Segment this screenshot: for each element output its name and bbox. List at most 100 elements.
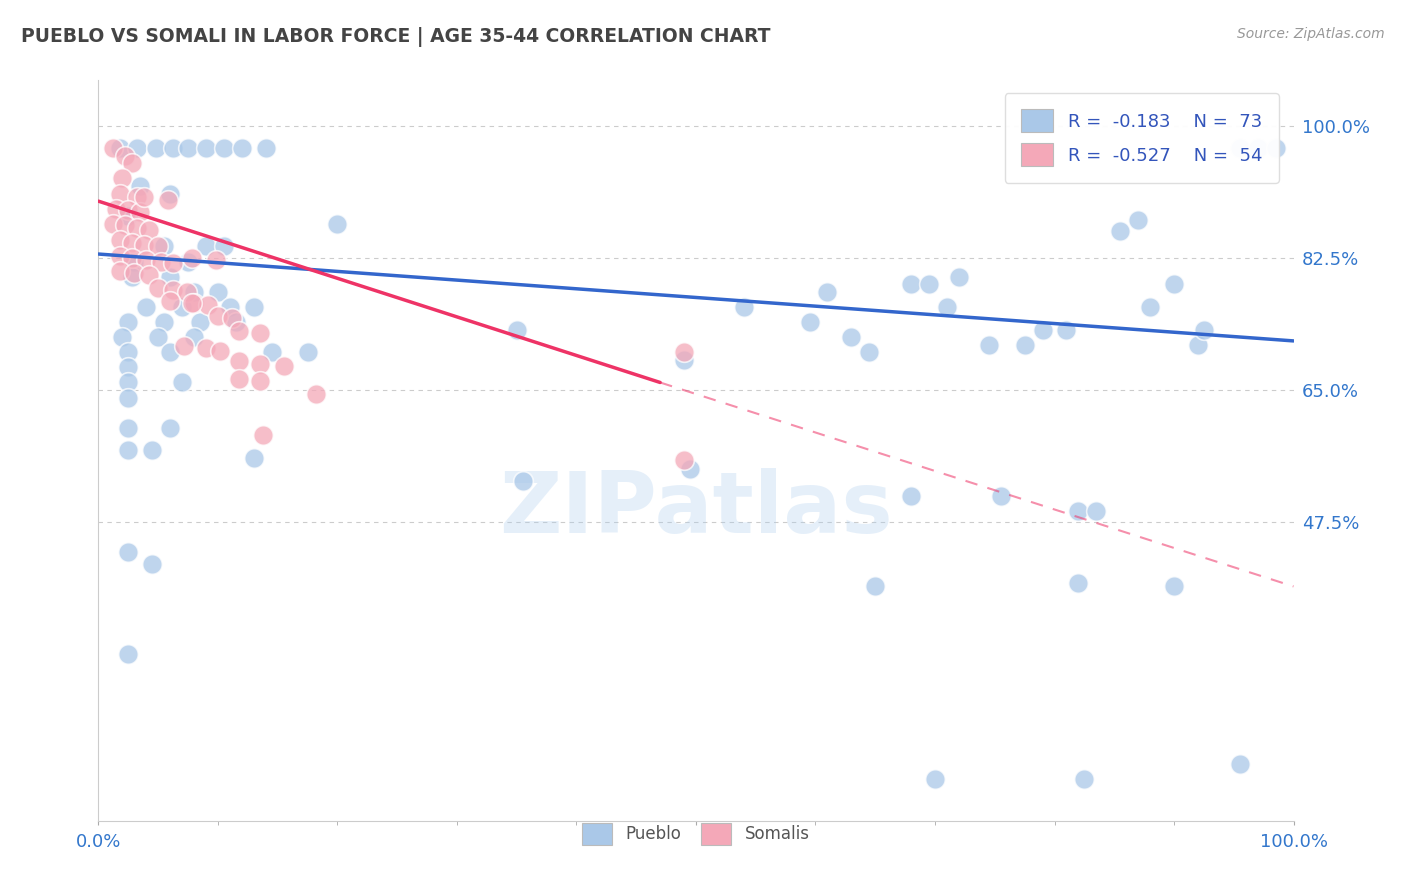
Point (1085, 504, 1108, 518)
Point (1163, 579, 1185, 593)
Point (173, 339, 195, 353)
Point (673, 345, 696, 359)
Point (117, 648, 139, 662)
Point (212, 239, 235, 253)
Point (207, 285, 229, 299)
Point (148, 330, 170, 344)
Point (141, 557, 163, 571)
Point (865, 579, 887, 593)
Point (121, 156, 143, 170)
Point (228, 372, 250, 386)
Point (135, 300, 157, 314)
Point (114, 219, 136, 233)
Point (108, 141, 131, 155)
Point (125, 220, 148, 235)
Point (297, 345, 319, 359)
Text: ZIPatlas: ZIPatlas (499, 468, 893, 551)
Point (305, 386, 328, 401)
Point (1067, 575, 1090, 590)
Point (858, 345, 880, 359)
Point (117, 209, 139, 223)
Point (225, 315, 247, 329)
Point (1067, 504, 1090, 518)
Point (132, 190, 155, 204)
Point (1187, 337, 1209, 351)
Point (260, 345, 283, 359)
Point (156, 193, 179, 207)
Point (129, 179, 152, 194)
Point (209, 343, 232, 358)
Point (149, 254, 172, 268)
Point (159, 186, 181, 201)
Point (108, 248, 131, 262)
Point (219, 300, 242, 314)
Point (212, 141, 235, 155)
Point (180, 251, 202, 265)
Legend: Pueblo, Somalis: Pueblo, Somalis (574, 815, 818, 853)
Point (1229, 141, 1251, 155)
Point (176, 285, 198, 299)
Point (990, 489, 1012, 503)
Point (135, 253, 157, 268)
Point (249, 374, 271, 388)
Point (841, 330, 863, 344)
Point (101, 141, 124, 155)
Point (105, 202, 128, 216)
Point (117, 345, 139, 359)
Point (121, 235, 143, 250)
Point (129, 205, 152, 219)
Point (815, 285, 838, 299)
Point (117, 360, 139, 375)
Point (228, 354, 250, 368)
Point (132, 238, 155, 252)
Point (162, 283, 184, 297)
Point (243, 450, 266, 465)
Point (101, 217, 124, 231)
Point (148, 281, 170, 295)
Point (249, 357, 271, 371)
Point (172, 300, 194, 314)
Point (121, 251, 143, 265)
Point (108, 263, 131, 277)
Point (159, 421, 181, 435)
Point (177, 254, 200, 268)
Point (180, 296, 202, 310)
Point (1247, 141, 1270, 155)
Point (673, 452, 696, 467)
Point (111, 171, 134, 186)
Point (221, 311, 243, 326)
Point (1163, 277, 1185, 292)
Point (183, 296, 205, 310)
Point (117, 443, 139, 458)
Point (195, 342, 218, 356)
Point (108, 186, 131, 201)
Point (117, 421, 139, 435)
Point (1264, 141, 1286, 155)
Point (204, 253, 226, 268)
Point (159, 269, 181, 284)
Point (900, 489, 922, 503)
Point (1139, 300, 1161, 314)
Point (1014, 337, 1036, 351)
Point (125, 190, 148, 204)
Point (141, 443, 163, 458)
Point (172, 376, 194, 390)
Point (145, 141, 167, 155)
Point (117, 545, 139, 559)
Point (673, 352, 696, 367)
Point (183, 330, 205, 344)
Point (117, 391, 139, 405)
Point (977, 337, 1000, 351)
Point (114, 149, 136, 163)
Point (148, 239, 170, 253)
Point (249, 326, 271, 341)
Point (243, 300, 266, 314)
Point (124, 254, 146, 268)
Point (207, 309, 229, 323)
Point (138, 268, 160, 283)
Point (162, 141, 184, 155)
Point (512, 474, 534, 488)
Point (679, 462, 702, 476)
Point (799, 315, 821, 329)
Point (1032, 322, 1054, 336)
